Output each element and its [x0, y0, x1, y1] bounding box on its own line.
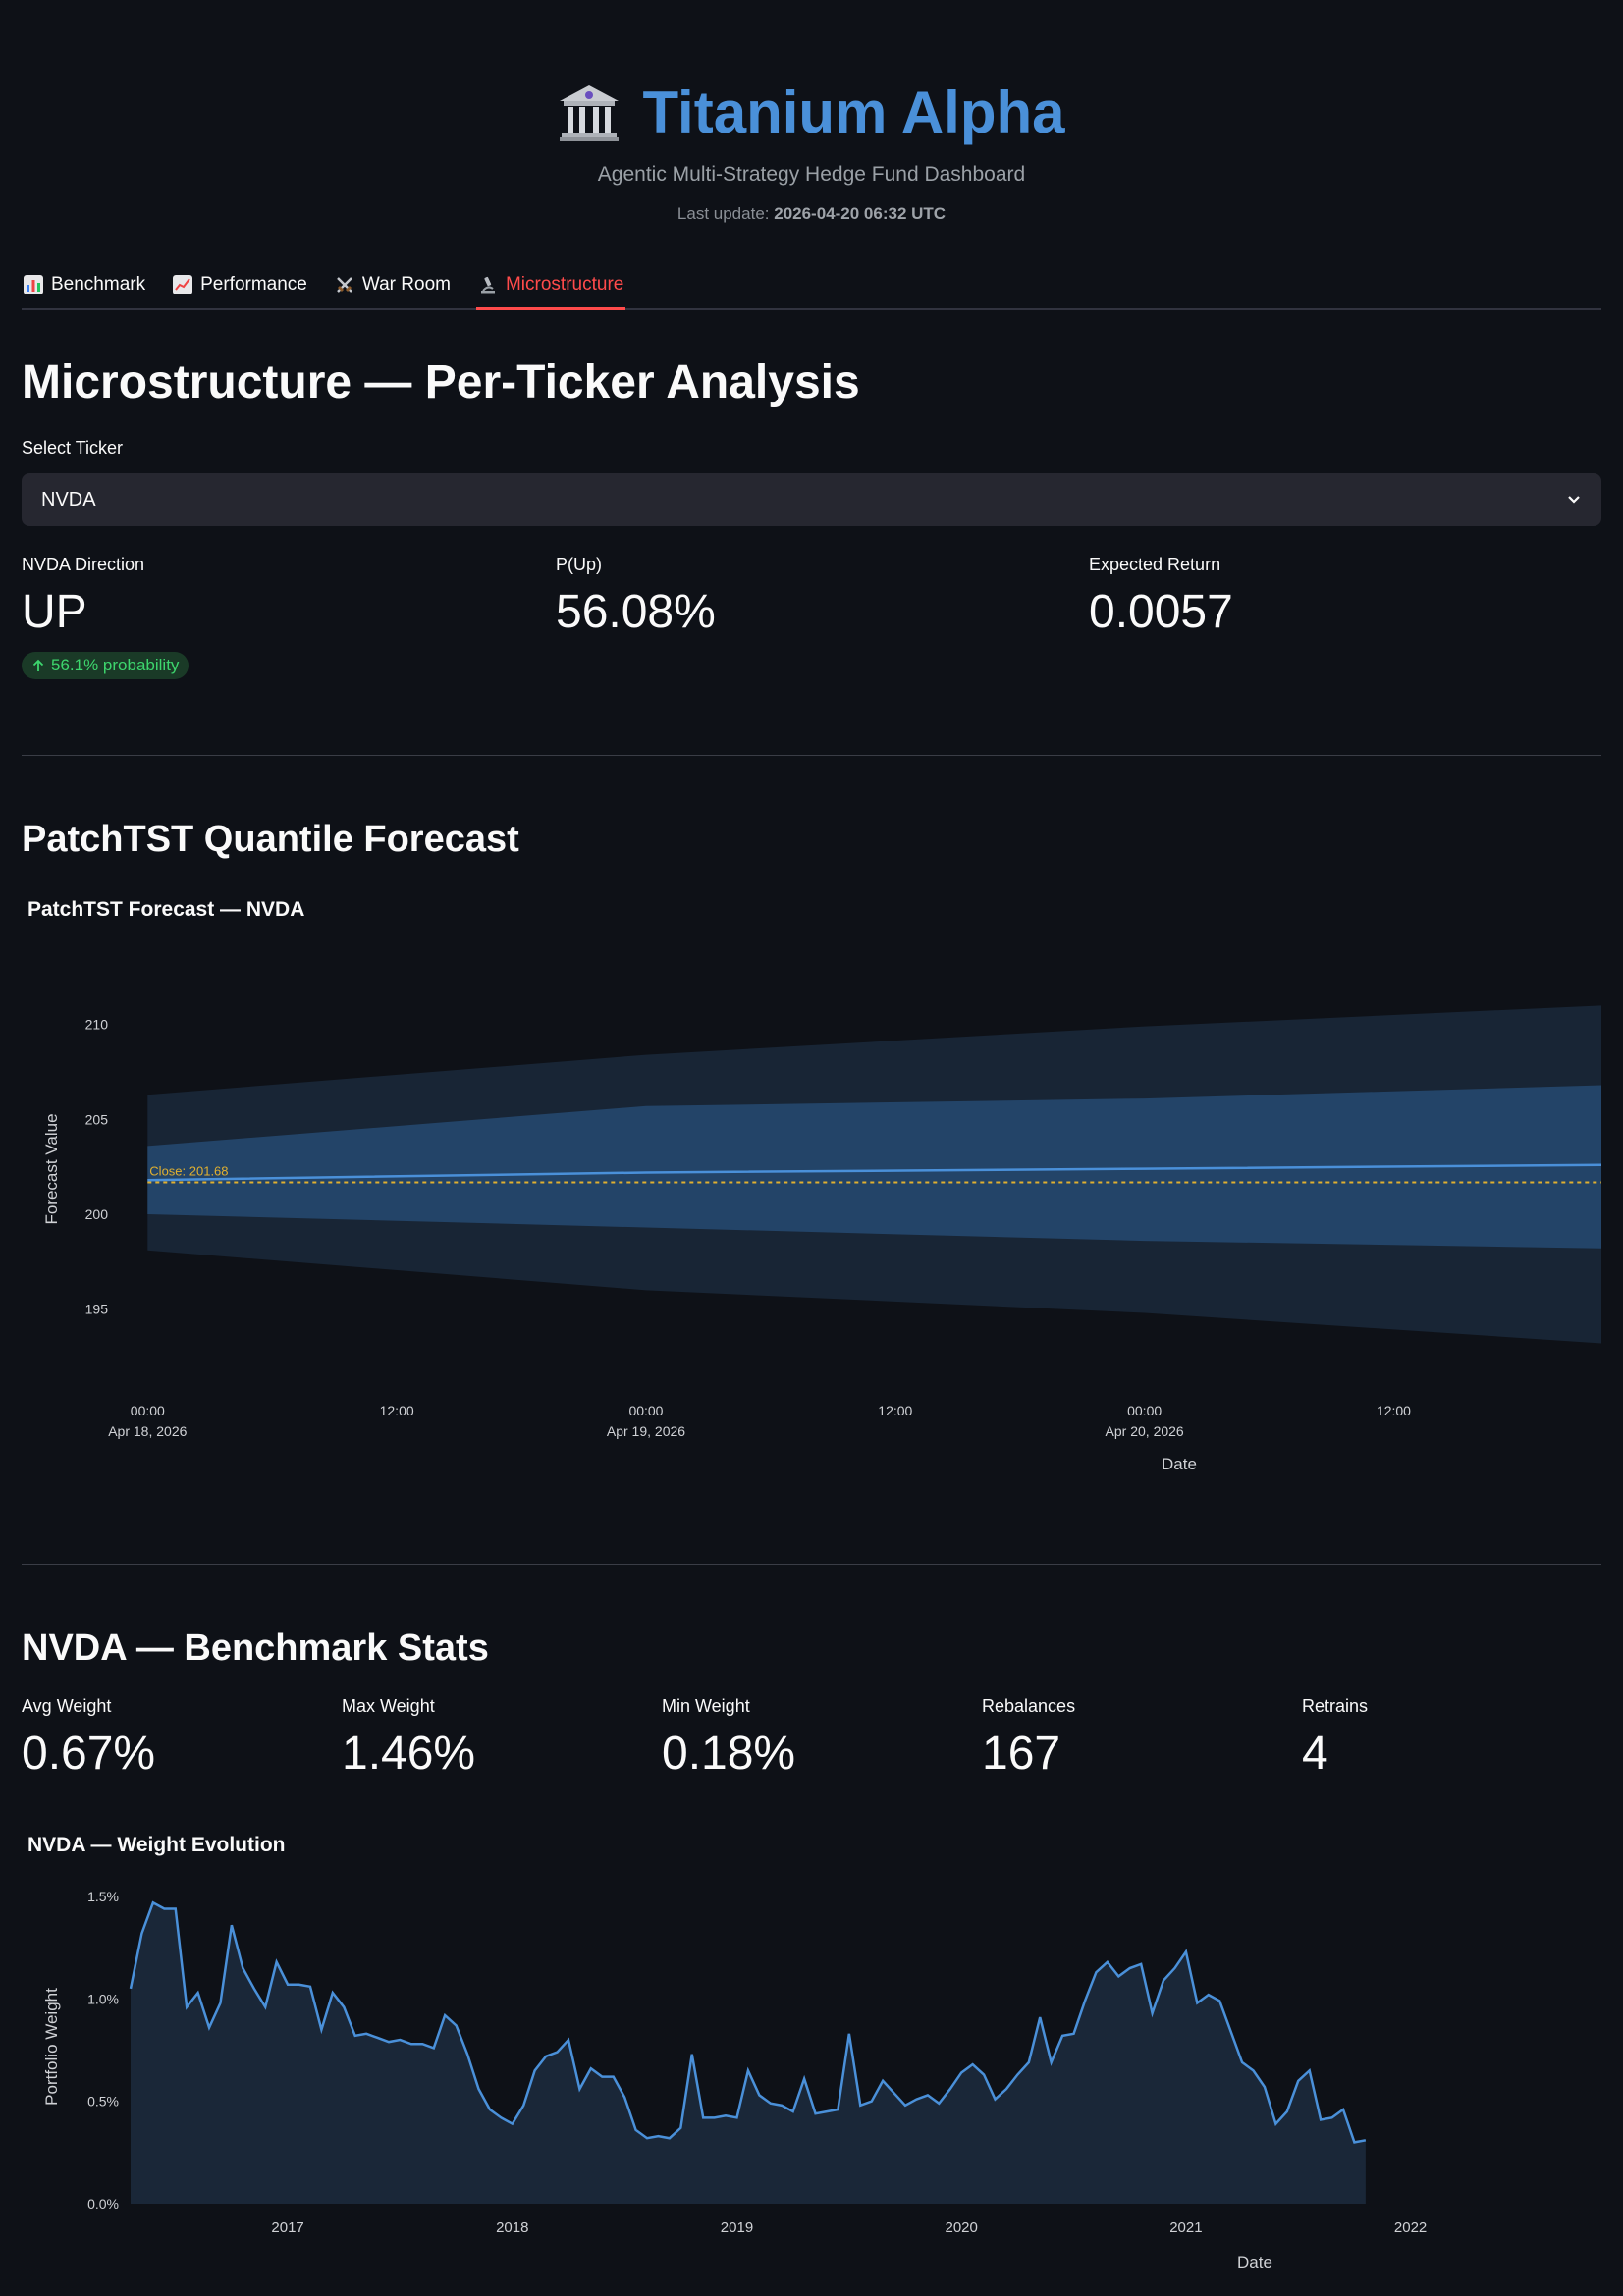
- tab-benchmark-label: Benchmark: [51, 274, 146, 294]
- app-title: Titanium Alpha: [558, 79, 1065, 147]
- metric-max-weight-label: Max Weight: [342, 1696, 435, 1716]
- metric-min-weight-label: Min Weight: [662, 1696, 750, 1716]
- y-tick-label: 1.0%: [87, 1991, 119, 2006]
- y-tick-label: 210: [85, 1017, 109, 1033]
- tab-microstructure-label: Microstructure: [505, 274, 624, 294]
- metric-rebalances-label: Rebalances: [982, 1696, 1076, 1716]
- x-tick-label: 12:00: [380, 1403, 414, 1418]
- tab-war-room[interactable]: War Room: [333, 261, 453, 308]
- x-axis-label: Date: [1162, 1455, 1197, 1473]
- x-tick-label: 2018: [496, 2219, 528, 2236]
- y-tick-label: 1.5%: [87, 1889, 119, 1904]
- ticker-select[interactable]: NVDA: [22, 473, 1601, 526]
- x-tick-label: 00:00: [628, 1403, 663, 1418]
- y-tick-label: 205: [85, 1111, 109, 1127]
- forecast-section-heading: PatchTST Quantile Forecast: [22, 819, 519, 860]
- x-tick-label: 00:00: [1127, 1403, 1162, 1418]
- metric-direction: NVDA Direction UP 56.1% probability: [22, 555, 189, 679]
- metric-retrains: Retrains 4: [1302, 1696, 1368, 1782]
- metric-expected-return-label: Expected Return: [1089, 555, 1221, 574]
- x-tick-label: 12:00: [878, 1403, 912, 1418]
- line-chart-icon: [173, 275, 193, 294]
- weight-chart-title: NVDA — Weight Evolution: [27, 1834, 286, 1856]
- weight-line: [129, 1900, 1367, 2144]
- weight-area: [131, 1902, 1366, 2204]
- tab-benchmark[interactable]: Benchmark: [22, 261, 147, 308]
- metric-expected-return-value: 0.0057: [1089, 586, 1233, 638]
- metric-direction-label: NVDA Direction: [22, 555, 145, 574]
- arrow-up-icon: [32, 659, 44, 671]
- divider: [22, 755, 1601, 756]
- metric-min-weight-value: 0.18%: [662, 1728, 796, 1780]
- forecast-chart-title: PatchTST Forecast — NVDA: [27, 898, 305, 921]
- metric-retrains-value: 4: [1302, 1728, 1328, 1780]
- x-tick-date-label: Apr 20, 2026: [1106, 1423, 1184, 1439]
- tab-performance[interactable]: Performance: [171, 261, 309, 308]
- x-axis-label: Date: [1237, 2253, 1272, 2271]
- metric-max-weight-value: 1.46%: [342, 1728, 476, 1780]
- crossed-swords-icon: [337, 277, 352, 293]
- metric-direction-value: UP: [22, 586, 87, 638]
- tab-microstructure[interactable]: Microstructure: [475, 261, 626, 310]
- x-tick-label: 12:00: [1377, 1403, 1411, 1418]
- delta-text: 56.1% probability: [51, 656, 180, 674]
- tab-bar: Benchmark Performance War Room Microstru…: [22, 261, 1601, 310]
- close-price-label: Close: 201.68: [149, 1164, 228, 1179]
- forecast-chart[interactable]: Close: 201.68 195 200 205 210 00:00 Apr 18, 20…: [0, 933, 1623, 1492]
- microscope-icon: [480, 276, 495, 294]
- weight-chart[interactable]: 0.0% 0.5% 1.0% 1.5% 2017 2018 2019 2020 2021 2022…: [0, 1875, 1623, 2277]
- metric-avg-weight: Avg Weight 0.67%: [22, 1696, 155, 1782]
- y-tick-label: 0.0%: [87, 2196, 119, 2212]
- forecast-median-line: [147, 1163, 1602, 1182]
- app-header: Titanium Alpha Agentic Multi-Strategy He…: [0, 79, 1623, 224]
- metric-p-up: P(Up) 56.08%: [556, 555, 716, 640]
- bar-chart-icon: [24, 275, 43, 294]
- x-tick-label: 2017: [271, 2219, 303, 2236]
- metric-rebalances: Rebalances 167: [982, 1696, 1075, 1782]
- metric-avg-weight-label: Avg Weight: [22, 1696, 112, 1716]
- x-tick-label: 2019: [721, 2219, 753, 2236]
- y-tick-label: 0.5%: [87, 2094, 119, 2109]
- metric-min-weight: Min Weight 0.18%: [662, 1696, 795, 1782]
- stats-section-heading: NVDA — Benchmark Stats: [22, 1628, 489, 1669]
- forecast-band-q25-q75: [147, 1085, 1602, 1249]
- x-tick-label: 2021: [1169, 2219, 1202, 2236]
- last-update-value: 2026-04-20 06:32 UTC: [774, 204, 947, 223]
- metric-p-up-value: 56.08%: [556, 586, 716, 638]
- last-update: Last update: 2026-04-20 06:32 UTC: [0, 204, 1623, 224]
- tab-performance-label: Performance: [200, 274, 307, 294]
- delta-badge: 56.1% probability: [22, 652, 189, 679]
- chevron-down-icon: [1568, 496, 1580, 504]
- select-ticker-label: Select Ticker: [22, 438, 124, 457]
- y-tick-label: 195: [85, 1302, 109, 1317]
- ticker-select-value: NVDA: [41, 488, 96, 510]
- bank-icon: [560, 85, 620, 141]
- app-subtitle: Agentic Multi-Strategy Hedge Fund Dashbo…: [597, 163, 1026, 186]
- y-tick-label: 200: [85, 1206, 109, 1222]
- metric-p-up-label: P(Up): [556, 555, 603, 574]
- y-axis-label: Portfolio Weight: [42, 1988, 61, 2106]
- page-title: Microstructure — Per-Ticker Analysis: [22, 356, 860, 408]
- x-tick-date-label: Apr 19, 2026: [607, 1423, 685, 1439]
- x-tick-label: 2022: [1394, 2219, 1427, 2236]
- y-axis-label: Forecast Value: [42, 1113, 61, 1224]
- metric-retrains-label: Retrains: [1302, 1696, 1369, 1716]
- metric-avg-weight-value: 0.67%: [22, 1728, 156, 1780]
- metric-expected-return: Expected Return 0.0057: [1089, 555, 1233, 640]
- app-title-text: Titanium Alpha: [642, 80, 1065, 145]
- x-tick-label: 2020: [946, 2219, 978, 2236]
- last-update-label: Last update:: [676, 204, 770, 223]
- metric-rebalances-value: 167: [982, 1728, 1061, 1780]
- tab-war-room-label: War Room: [361, 274, 451, 294]
- metric-max-weight: Max Weight 1.46%: [342, 1696, 475, 1782]
- x-tick-date-label: Apr 18, 2026: [108, 1423, 187, 1439]
- divider: [22, 1564, 1601, 1565]
- x-tick-label: 00:00: [131, 1403, 165, 1418]
